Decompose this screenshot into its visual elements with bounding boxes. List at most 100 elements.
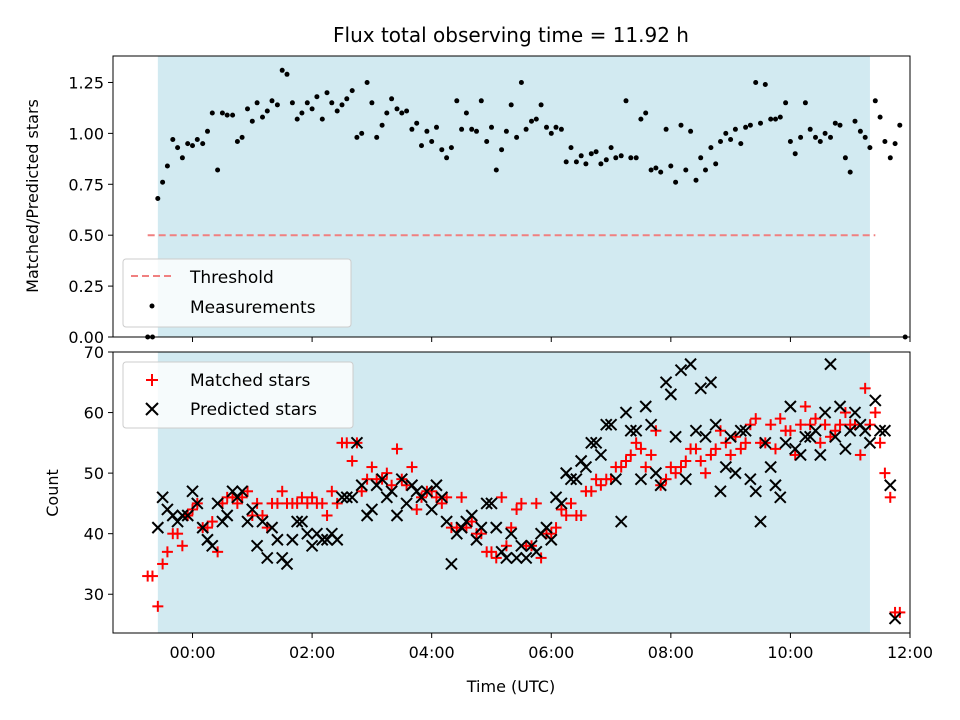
predicted-star-point [839,442,852,456]
predicted-star-point [265,521,279,534]
legend-predicted-label: Predicted stars [190,400,317,420]
x-axis-label: Time (UTC) [466,677,555,696]
matched-star-point [869,407,881,419]
matched-star-point [565,497,577,509]
matched-star-point [466,516,478,528]
predicted-star-point [844,424,857,437]
bottom-y-tick-label: 40 [84,525,104,544]
measurement-point [478,98,484,104]
predicted-star-point [884,479,897,492]
measurement-point [324,90,330,96]
matched-star-point [740,437,752,449]
matched-star-point [366,461,378,473]
matched-star-point [242,485,254,497]
measurement-point [568,145,574,151]
matched-star-point [550,522,562,534]
predicted-star-point [470,533,483,546]
predicted-star-point [594,448,608,462]
measurement-point [304,100,310,106]
predicted-star-point [609,472,623,486]
predicted-star-point [615,515,628,528]
matched-star-point [690,443,702,455]
matched-star-point [595,479,607,491]
matched-star-point [256,510,268,522]
matched-star-point [799,401,811,413]
predicted-star-point [305,539,319,553]
predicted-star-point [604,418,618,431]
measurement-point [339,102,345,108]
matched-star-point [874,437,886,449]
predicted-star-point [684,357,697,371]
measurement-point [638,116,644,122]
matched-star-point [795,419,807,431]
measurement-point [230,112,236,118]
measurement-point [643,110,649,116]
measurement-point [394,106,400,112]
matched-star-point [615,461,627,473]
measurement-point [474,128,479,134]
measurement-point [319,116,325,122]
predicted-star-point [818,406,832,419]
measurement-point [573,159,579,165]
predicted-star-point [769,479,782,492]
predicted-star-point [719,460,733,474]
top-legend-box [122,258,352,328]
top-y-tick-label: 0.25 [68,277,104,296]
matched-star-point [635,443,647,455]
bottom-panel: 30 40 50 60 70 00:00 02:00 04:00 06:00 08:00 10:0… [43,343,933,696]
top-y-axis-label: Matched/Predicted stars [23,99,42,293]
measurement-point [762,82,768,87]
predicted-star-point [824,357,837,371]
measurement-point [514,134,520,140]
bottom-y-tick-label: 50 [84,464,104,483]
measurement-point [179,155,185,161]
predicted-star-point [814,448,827,462]
measurement-point [663,126,669,132]
x-tick-label: 02:00 [289,643,335,662]
top-panel: 0.00 0.25 0.50 0.75 1.00 1.25 Matched/Predict… [23,55,911,347]
measurement-point [209,110,215,116]
predicted-star-point [390,509,404,522]
measurement-point [623,98,629,104]
matched-star-point [291,497,303,509]
predicted-star-point [246,503,259,516]
measurement-point [882,139,888,144]
predicted-star-point [794,448,807,462]
predicted-star-point [624,424,637,437]
matched-star-point [271,497,283,509]
predicted-star-point [600,418,613,431]
measurement-point [822,130,828,136]
predicted-star-point [181,509,194,522]
measurement-point [678,122,684,128]
measurement-point [424,128,430,134]
predicted-star-point [724,430,737,443]
measurement-point [738,141,744,147]
measurement-point [185,141,191,147]
bottom-legend-box [122,361,354,429]
predicted-star-point [504,527,518,540]
predicted-star-point [774,491,787,504]
predicted-star-point [465,509,478,522]
predicted-star-point [664,388,678,401]
measurement-point [693,177,699,183]
measurement-point [459,126,465,132]
measurement-point [798,134,804,140]
matched-star-point [774,413,786,425]
predicted-star-point [430,479,443,492]
bottom-plot-frame [112,351,911,634]
matched-star-point [854,449,866,461]
matched-star-point [152,600,164,612]
predicted-star-point [709,418,722,431]
measurement-point [369,100,375,106]
measurement-point [802,100,808,106]
top-x-ticks [192,337,911,342]
measurement-point [254,100,260,106]
predicted-star-point [206,539,219,553]
matched-star-point [750,413,762,425]
measurement-point [668,163,674,169]
predicted-star-point [545,533,558,546]
measurement-point [768,116,774,122]
predicted-star-point [555,497,568,510]
measurement-point [164,163,170,169]
matched-star-point [660,473,672,485]
